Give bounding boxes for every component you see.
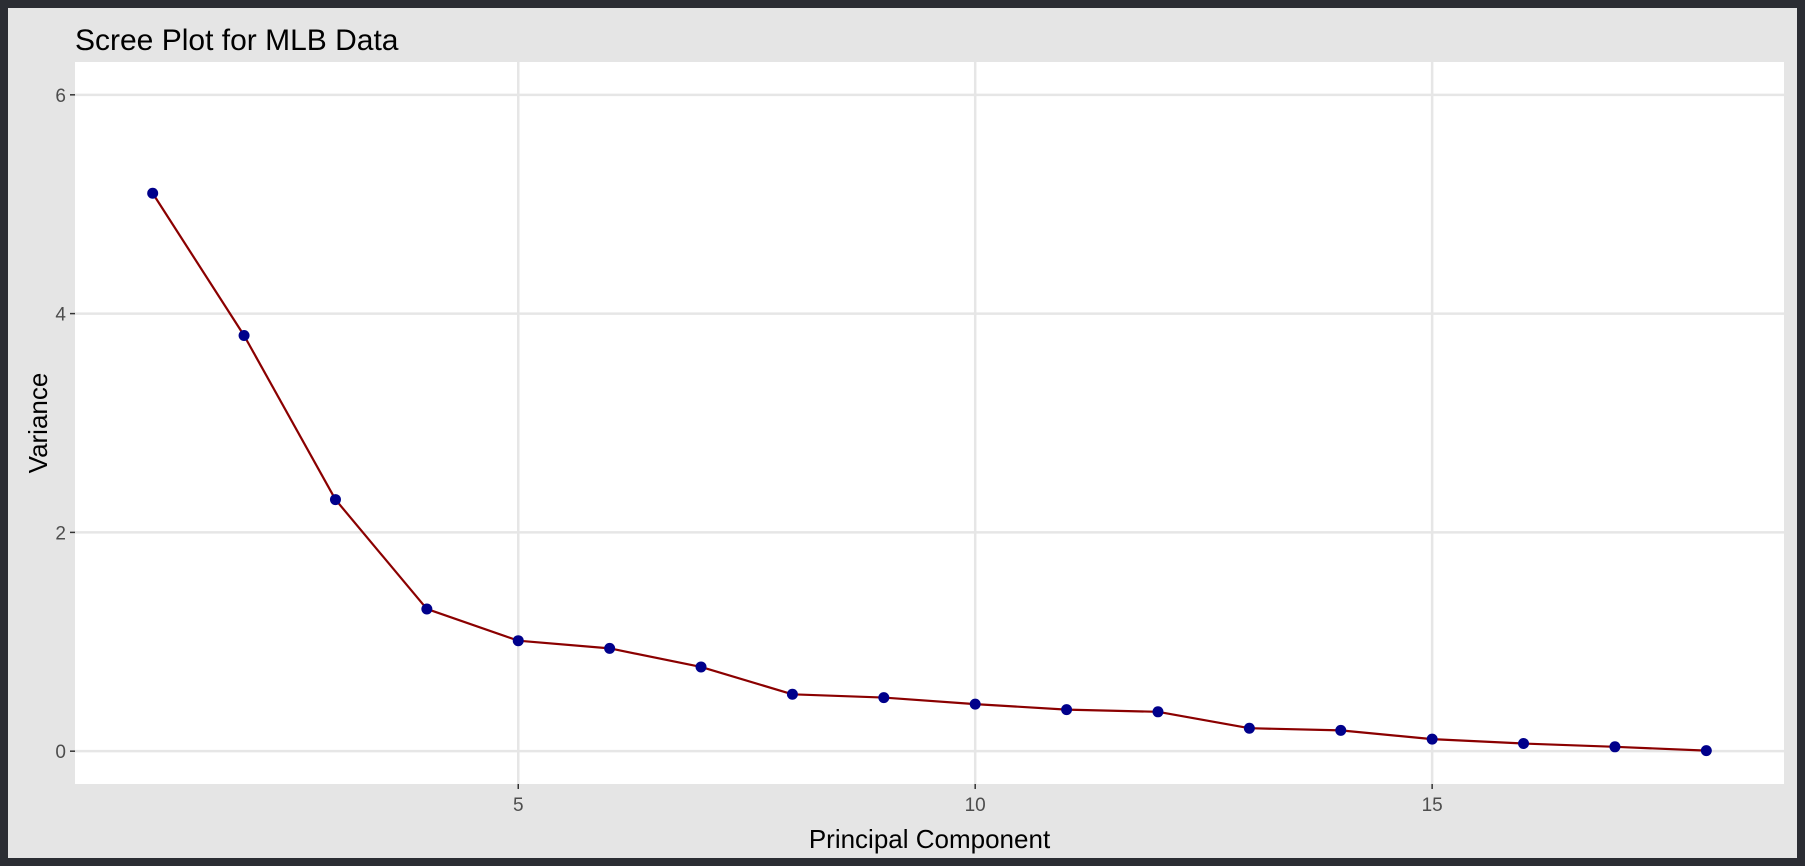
chart-title: Scree Plot for MLB Data	[75, 24, 399, 57]
data-point	[147, 187, 159, 199]
x-tick-label: 10	[965, 795, 986, 816]
series-line-segment	[1066, 708, 1159, 713]
y-tick-label: 6	[55, 86, 66, 107]
scree-plot-svg: Scree Plot for MLB Data 0 2 4 6 5 10 15 Princi…	[23, 24, 1784, 854]
series-line-segment	[1523, 742, 1615, 748]
grid-lines	[75, 62, 1784, 784]
series-line-segment	[1340, 729, 1433, 741]
data-point	[1243, 722, 1255, 734]
data-point	[786, 688, 798, 700]
series-points	[147, 187, 1712, 757]
data-point	[238, 329, 250, 341]
series-line-segment	[518, 639, 610, 650]
data-point	[878, 692, 890, 704]
y-tick-label: 0	[55, 742, 66, 763]
series-line-segment	[1249, 727, 1341, 732]
series-line-segment	[792, 693, 884, 699]
data-point	[1518, 738, 1530, 750]
series-line-group	[151, 192, 1707, 752]
series-line-segment	[700, 665, 793, 696]
data-point	[1061, 704, 1073, 716]
series-line-segment	[1157, 710, 1250, 730]
data-point	[1152, 706, 1164, 718]
x-axis-title: Principal Component	[809, 824, 1051, 854]
y-axis-title: Variance	[23, 373, 53, 474]
data-point	[695, 661, 707, 673]
x-tick-label: 5	[513, 795, 524, 816]
series-line-segment	[1432, 738, 1524, 745]
plot-panel	[75, 62, 1784, 784]
y-tick-label: 4	[55, 305, 66, 326]
data-point	[512, 635, 524, 647]
data-point	[421, 603, 433, 615]
data-point	[969, 698, 981, 710]
series-line-segment	[1614, 745, 1707, 752]
data-point	[329, 494, 341, 506]
series-line-segment	[334, 498, 428, 610]
series-line-segment	[243, 334, 337, 501]
data-point	[604, 642, 616, 654]
series-line-segment	[609, 647, 702, 669]
series-line-segment	[426, 607, 519, 642]
series-line-segment	[151, 192, 245, 337]
data-point	[1335, 724, 1347, 736]
x-tick-label: 15	[1422, 795, 1443, 816]
y-tick-label: 2	[55, 523, 66, 544]
series-line-segment	[975, 703, 1067, 711]
data-point	[1609, 741, 1621, 753]
data-point	[1426, 733, 1438, 745]
axis-ticks: 0 2 4 6 5 10 15	[55, 86, 1442, 816]
data-point	[1700, 745, 1712, 757]
chart-figure: Scree Plot for MLB Data 0 2 4 6 5 10 15 Princi…	[8, 8, 1797, 858]
series-line-segment	[883, 696, 976, 706]
